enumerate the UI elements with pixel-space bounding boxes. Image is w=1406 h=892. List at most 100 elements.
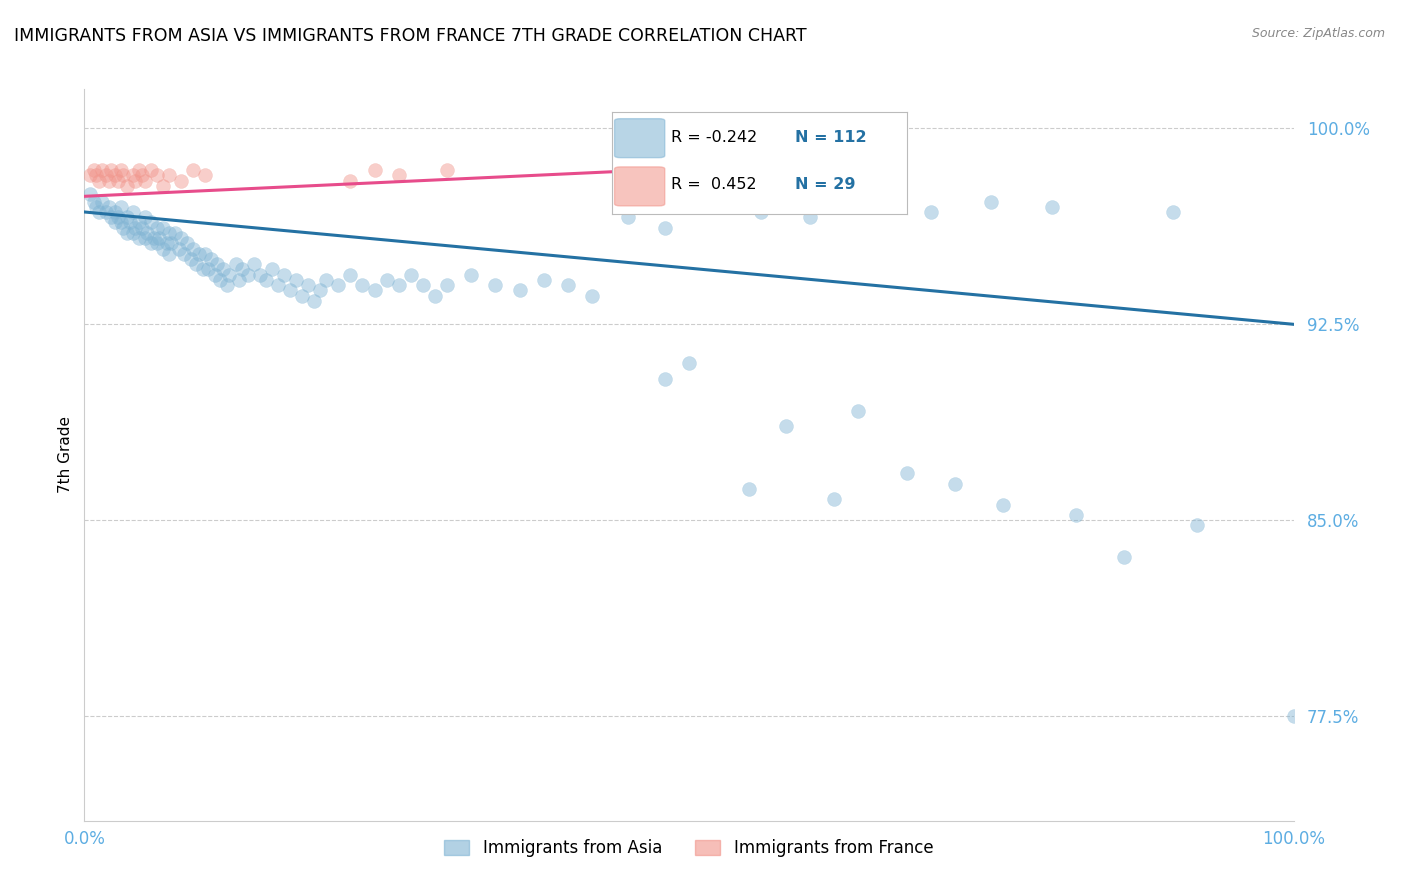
Point — [702, 200, 724, 214]
Point — [107, 211, 129, 225]
Point — [167, 242, 190, 256]
Point — [79, 169, 101, 183]
Point — [128, 163, 150, 178]
Point — [87, 205, 110, 219]
Point — [86, 200, 108, 214]
FancyBboxPatch shape — [614, 119, 665, 158]
Point — [191, 262, 214, 277]
Point — [249, 268, 271, 282]
Point — [157, 226, 180, 240]
Point — [1064, 508, 1087, 522]
Point — [104, 215, 127, 229]
Text: N = 112: N = 112 — [794, 130, 866, 145]
Point — [184, 257, 207, 271]
Point — [339, 174, 361, 188]
Point — [738, 482, 761, 496]
Point — [134, 211, 156, 225]
Point — [1040, 200, 1063, 214]
Point — [121, 205, 143, 219]
Point — [557, 278, 579, 293]
Point — [328, 278, 350, 293]
Point — [654, 372, 676, 386]
Point — [157, 169, 180, 183]
Point — [104, 169, 127, 183]
Point — [436, 278, 458, 293]
Point — [83, 194, 105, 209]
Point — [148, 231, 170, 245]
Point — [399, 268, 422, 282]
Point — [509, 284, 531, 298]
Point — [799, 211, 821, 225]
Point — [375, 273, 398, 287]
Point — [260, 262, 283, 277]
Point — [176, 236, 198, 251]
Point — [484, 278, 506, 293]
Point — [1282, 709, 1305, 723]
Point — [352, 278, 374, 293]
Point — [115, 211, 138, 225]
Point — [87, 174, 110, 188]
Point — [131, 220, 153, 235]
Point — [139, 236, 162, 251]
Text: Source: ZipAtlas.com: Source: ZipAtlas.com — [1251, 27, 1385, 40]
Point — [212, 262, 235, 277]
Point — [115, 178, 138, 193]
Point — [267, 278, 290, 293]
Point — [1161, 205, 1184, 219]
Point — [100, 211, 122, 225]
Point — [170, 231, 193, 245]
Point — [207, 257, 229, 271]
Point — [436, 163, 458, 178]
Point — [94, 169, 117, 183]
Point — [388, 169, 411, 183]
Point — [284, 273, 308, 287]
Point — [1114, 549, 1136, 564]
Point — [173, 247, 195, 261]
Point — [97, 174, 120, 188]
Point — [896, 467, 918, 481]
Point — [86, 169, 108, 183]
Point — [124, 220, 146, 235]
Point — [112, 220, 135, 235]
Point — [188, 247, 211, 261]
Y-axis label: 7th Grade: 7th Grade — [58, 417, 73, 493]
Point — [278, 284, 301, 298]
Point — [152, 242, 174, 256]
Point — [236, 268, 259, 282]
Point — [273, 268, 295, 282]
Point — [208, 273, 231, 287]
Point — [254, 273, 277, 287]
Point — [115, 226, 138, 240]
Point — [146, 220, 169, 235]
Point — [120, 215, 142, 229]
Point — [363, 284, 385, 298]
Point — [160, 236, 183, 251]
Point — [194, 169, 217, 183]
Point — [242, 257, 264, 271]
Point — [124, 174, 146, 188]
Point — [339, 268, 361, 282]
Point — [94, 205, 117, 219]
Point — [97, 200, 120, 214]
Point — [79, 186, 101, 201]
Point — [128, 231, 150, 245]
Point — [1185, 518, 1208, 533]
Point — [139, 163, 162, 178]
Point — [121, 226, 143, 240]
Point — [134, 231, 156, 245]
Point — [134, 174, 156, 188]
Point — [775, 419, 797, 434]
Text: N = 29: N = 29 — [794, 178, 855, 193]
Point — [920, 205, 942, 219]
Point — [654, 220, 676, 235]
Point — [128, 215, 150, 229]
Point — [110, 215, 132, 229]
Point — [112, 169, 135, 183]
Point — [993, 498, 1015, 512]
Point — [943, 476, 966, 491]
Point — [460, 268, 482, 282]
Point — [152, 220, 174, 235]
Point — [678, 357, 700, 371]
Point — [751, 205, 773, 219]
Point — [155, 236, 177, 251]
